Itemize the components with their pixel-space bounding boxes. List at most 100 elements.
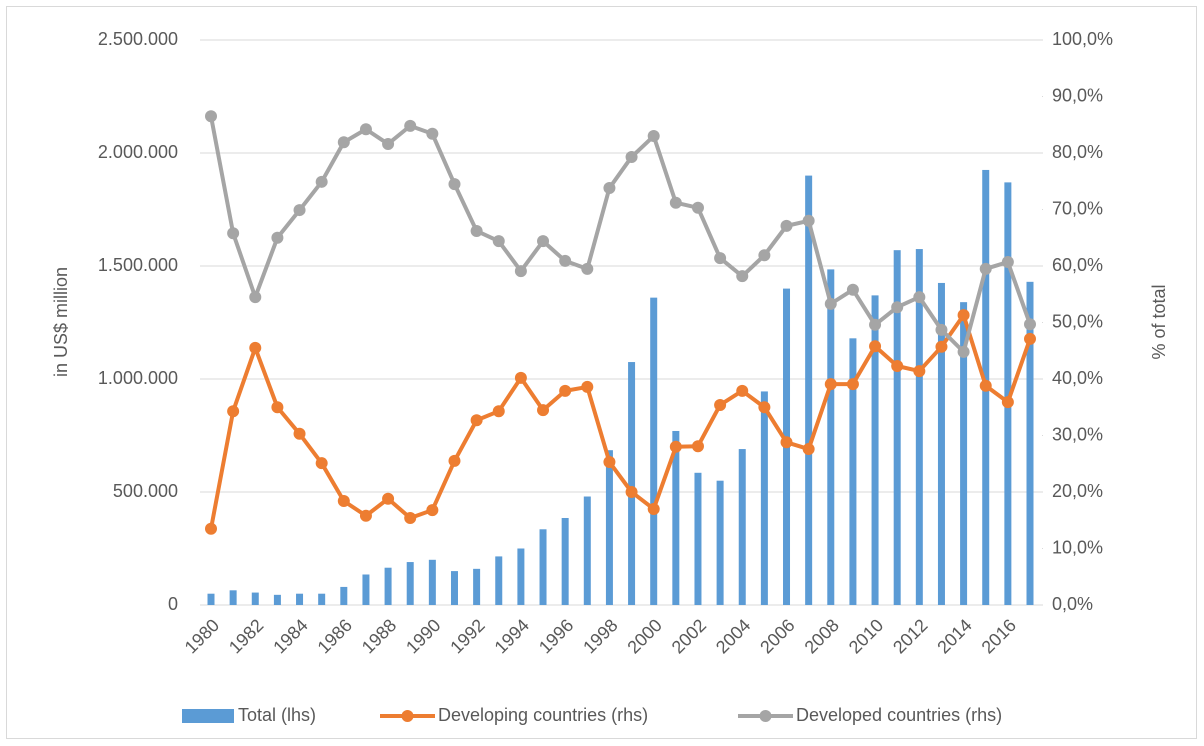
marker <box>869 318 882 331</box>
marker <box>935 340 948 353</box>
marker <box>714 398 727 411</box>
marker <box>382 492 395 505</box>
legend-label: Developing countries (rhs) <box>438 705 648 725</box>
marker <box>802 443 815 456</box>
marker <box>382 137 395 150</box>
bar <box>871 295 879 605</box>
bar <box>273 594 281 605</box>
marker <box>492 405 505 418</box>
marker <box>205 522 217 535</box>
marker <box>891 360 904 373</box>
bar <box>605 450 613 605</box>
bar <box>539 529 547 605</box>
marker <box>559 384 572 397</box>
y-tick-label: 500.000 <box>113 481 178 501</box>
bar <box>805 175 813 605</box>
bar <box>428 559 436 605</box>
bar <box>716 480 724 605</box>
y2-tick-label: 10,0% <box>1052 537 1103 557</box>
marker <box>470 224 483 237</box>
marker <box>691 440 704 453</box>
bar <box>318 593 326 605</box>
marker <box>205 110 217 123</box>
marker <box>337 136 350 149</box>
y-tick-label: 2.500.000 <box>98 29 178 49</box>
marker <box>913 291 926 304</box>
marker <box>736 384 749 397</box>
marker <box>603 456 616 469</box>
marker <box>271 231 284 244</box>
marker <box>448 178 461 191</box>
marker <box>492 235 505 248</box>
marker <box>603 182 616 195</box>
bar <box>207 593 215 605</box>
marker <box>426 504 439 517</box>
marker <box>514 371 527 384</box>
y2-tick-label: 20,0% <box>1052 481 1103 501</box>
marker <box>714 252 727 265</box>
bar <box>960 302 968 605</box>
marker <box>736 270 749 283</box>
marker <box>1024 318 1036 331</box>
bar <box>1026 281 1034 605</box>
y2-axis-label: % of total <box>1149 284 1169 359</box>
legend-marker <box>401 710 414 722</box>
bar <box>583 496 591 605</box>
bar <box>849 338 857 605</box>
y-tick-label: 2.000.000 <box>98 142 178 162</box>
marker <box>802 214 815 227</box>
bar <box>937 282 945 605</box>
marker <box>935 323 948 336</box>
bar <box>251 592 259 605</box>
bar <box>296 593 304 605</box>
y-tick-label: 1.500.000 <box>98 255 178 275</box>
marker <box>625 486 638 498</box>
bar <box>760 391 768 605</box>
y-axis-label: in US$ million <box>51 267 71 377</box>
bar <box>473 568 481 605</box>
marker <box>647 130 660 143</box>
marker <box>337 495 350 508</box>
marker <box>470 414 483 427</box>
marker <box>891 301 904 314</box>
marker <box>758 249 771 262</box>
y2-tick-label: 30,0% <box>1052 424 1103 444</box>
y2-tick-label: 90,0% <box>1052 85 1103 105</box>
legend-label: Total (lhs) <box>238 705 316 725</box>
bar <box>517 548 525 605</box>
bar <box>893 250 901 605</box>
marker <box>404 119 417 132</box>
marker <box>559 254 572 267</box>
y2-tick-label: 0,0% <box>1052 594 1093 614</box>
marker <box>581 380 594 393</box>
marker <box>824 297 837 310</box>
bar <box>738 449 746 605</box>
bar <box>561 517 569 605</box>
marker <box>979 262 992 275</box>
marker <box>359 509 372 522</box>
y2-tick-label: 40,0% <box>1052 368 1103 388</box>
marker <box>448 454 461 467</box>
marker <box>426 127 439 140</box>
legend-swatch <box>182 709 234 723</box>
y2-tick-label: 50,0% <box>1052 311 1103 331</box>
marker <box>581 262 594 275</box>
marker <box>293 204 306 217</box>
y2-tick-label: 60,0% <box>1052 255 1103 275</box>
bar <box>628 362 636 605</box>
bar <box>672 430 680 605</box>
bar <box>650 297 658 605</box>
marker <box>758 401 771 414</box>
y-tick-label: 0 <box>168 594 178 614</box>
legend-label: Developed countries (rhs) <box>796 705 1002 725</box>
bar <box>827 269 835 605</box>
marker <box>957 309 970 322</box>
bar <box>450 571 458 605</box>
marker <box>824 378 837 391</box>
marker <box>537 404 550 417</box>
bar <box>384 567 392 605</box>
marker <box>1001 396 1014 409</box>
marker <box>846 378 859 391</box>
marker <box>227 227 240 240</box>
